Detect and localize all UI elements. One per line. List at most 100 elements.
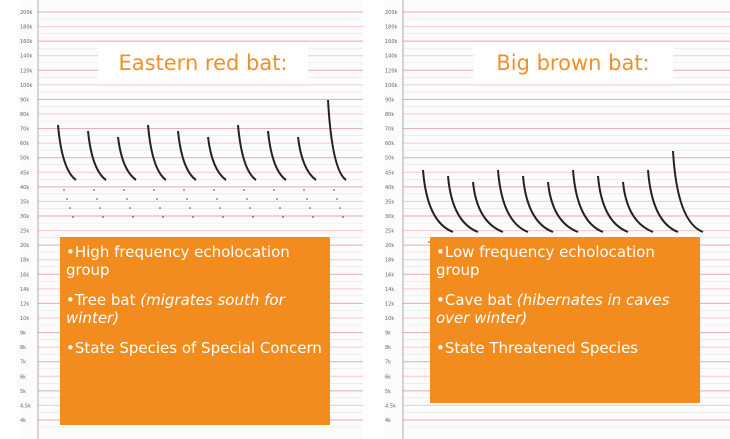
noise-dot [162,216,164,218]
axis-label: 70k [385,127,394,133]
bullet: •State Species of Special Concern [66,339,322,357]
panel-title: Big brown bat: [473,45,673,81]
noise-dot [312,216,314,218]
noise-dot [156,198,158,200]
axis-label: 40k [385,185,394,191]
axis-label: 140k [20,54,33,60]
axis-label: 6k [20,374,26,380]
axis-label: 18k [20,258,29,264]
axis-label: 4.5k [20,403,31,409]
noise-dot [333,189,335,191]
axis-label: 90k [385,97,394,103]
axis-label: 90k [20,97,29,103]
axis-label: 10k [20,316,29,322]
noise-dot [183,189,185,191]
bat-call [497,169,529,233]
bat-call [207,136,227,181]
axis-label: 12k [385,301,394,307]
spectrogram-panel: 200k 180k 160k 140k 120k 100k 90k 80k 70k 60k 50k 4… [18,0,363,439]
noise-dot [303,189,305,191]
axis-label: 8k [20,345,26,351]
info-box: •High frequency echolocation group •Tree… [60,237,330,425]
bullet-text: •Tree bat [66,291,136,309]
noise-dot [129,207,131,209]
axis-label: 160k [385,39,398,45]
axis-label: 35k [20,199,29,205]
axis-label: 100k [385,83,398,89]
axis-label: 12k [20,301,29,307]
axis-label: 5k [20,389,26,395]
axis-label: 140k [385,54,398,60]
axis-label: 4k [385,418,391,424]
noise-dot [132,216,134,218]
noise-dot [282,216,284,218]
bat-call [522,175,554,233]
axis-label: 40k [20,185,29,191]
bullet-note: (migrates south for winter) [66,291,285,327]
axis-label: 120k [20,68,33,74]
noise-dot [339,207,341,209]
bullet: •Cave bat (hibernates in caves over wint… [436,291,694,327]
bat-call [117,136,137,181]
info-box: •Low frequency echolocation group •Cave … [430,237,700,403]
bullet: •Low frequency echolocation group [436,243,655,279]
bat-call [547,181,579,233]
axis-label: 8k [385,345,391,351]
axis-label: 200k [385,10,398,16]
noise-dot [213,189,215,191]
noise-dot [93,189,95,191]
axis-label: 5k [385,389,391,395]
noise-dot [273,189,275,191]
axis-label: 25k [20,229,29,235]
bat-call [472,181,504,233]
bat-call [672,150,704,233]
axis-label: 18k [385,258,394,264]
bullet-note: (hibernates in caves over winter) [436,291,670,327]
noise-dot [342,216,344,218]
axis-label: 160k [20,39,33,45]
bullet: •Tree bat (migrates south for winter) [66,291,324,327]
axis-label: 30k [385,214,394,220]
axis-label: 120k [385,68,398,74]
axis-label: 30k [20,214,29,220]
noise-dot [123,189,125,191]
bat-call [57,124,77,181]
axis-label: 200k [20,10,33,16]
bat-call [177,130,197,181]
axis-label: 20k [385,243,394,249]
noise-dot [66,198,68,200]
noise-dot [126,198,128,200]
axis-label: 180k [385,25,398,31]
noise-dot [69,207,71,209]
noise-dot [189,207,191,209]
noise-dot [249,207,251,209]
axis-label: 9k [385,331,391,337]
axis-label: 10k [385,316,394,322]
axis-label: 14k [20,287,29,293]
bullet-text: •Cave bat [436,291,512,309]
axis-label: 70k [20,127,29,133]
axis-label: 6k [385,374,391,380]
axis-label: 80k [385,112,394,118]
noise-dot [159,207,161,209]
bat-call [147,124,167,181]
bat-call [327,99,347,181]
axis-label: 7k [385,360,391,366]
bat-call [597,175,629,233]
noise-dot [153,189,155,191]
bat-call [622,181,654,233]
noise-dot [99,207,101,209]
bat-call [447,175,479,233]
bat-call [267,130,287,181]
panel-title: Eastern red bat: [98,45,308,81]
axis-label: 45k [385,170,394,176]
noise-dot [428,241,430,243]
noise-dot [246,198,248,200]
spectrogram-panel: 200k 180k 160k 140k 120k 100k 90k 80k 70k 60k 50k 4… [383,0,730,439]
noise-dot [279,207,281,209]
axis-label: 60k [20,141,29,147]
noise-dot [192,216,194,218]
noise-dot [96,198,98,200]
axis-label: 9k [20,331,26,337]
